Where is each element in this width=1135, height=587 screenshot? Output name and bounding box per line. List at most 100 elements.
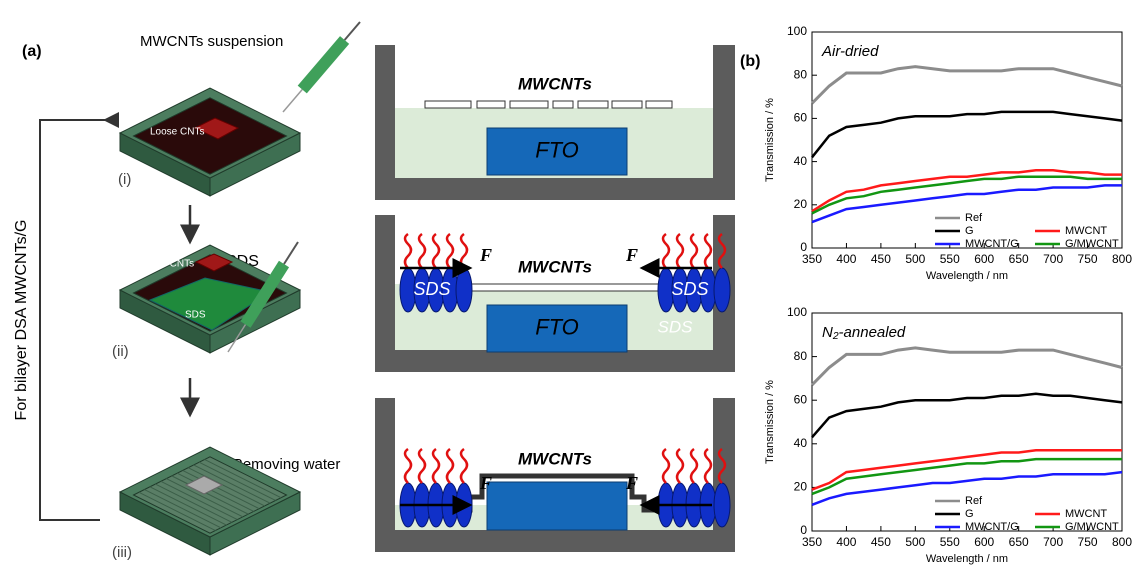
force-label: F <box>479 245 492 265</box>
substrate <box>487 482 627 530</box>
x-axis-label: Wavelength / nm <box>926 270 1008 282</box>
legend-label: Ref <box>965 495 983 507</box>
surfactant-tail <box>691 234 697 268</box>
surfactant-tail <box>405 449 411 483</box>
panel-a: (a) For bilayer DSA MWCNTs/G MWCNTs susp… <box>13 22 360 561</box>
legend-label: G <box>965 508 974 520</box>
legend-label: MWCNT <box>1065 225 1107 237</box>
surfactant-tail <box>663 234 669 268</box>
inner-label: Dense CNTs <box>138 259 194 270</box>
surfactant-tail <box>663 449 669 483</box>
surfactant-tail <box>447 449 453 483</box>
surfactant-head <box>714 483 730 527</box>
surfactant-tail <box>677 449 683 483</box>
step-caption: MWCNTs suspension <box>140 33 283 50</box>
x-tick-label: 500 <box>905 252 925 266</box>
y-tick-label: 40 <box>794 154 808 168</box>
syringe-barrel <box>302 40 344 90</box>
force-label: F <box>479 473 492 493</box>
x-tick-label: 650 <box>1009 252 1029 266</box>
cnt-piece <box>578 101 608 108</box>
substrate-label: FTO <box>535 137 579 162</box>
film-label: MWCNTs <box>518 74 592 93</box>
surfactant-tail <box>461 449 467 483</box>
y-axis-label: Transmission / % <box>764 380 776 464</box>
step-label: (i) <box>118 171 131 188</box>
series-line <box>812 459 1122 494</box>
y-tick-label: 20 <box>794 480 808 494</box>
syringe-plunger <box>345 22 360 40</box>
surfactant-tail <box>419 449 425 483</box>
cnt-piece <box>553 101 573 108</box>
surfactant-tail <box>677 234 683 268</box>
x-tick-label: 600 <box>974 535 994 549</box>
surfactant-tail <box>705 449 711 483</box>
surfactant-tail <box>433 449 439 483</box>
panel-schematics: FTO MWCNTs FTO MWCNTs F SDS F SDS SDS MWCNTs F F <box>375 45 735 552</box>
substrate-label: FTO <box>535 314 579 339</box>
legend-label: G/MWCNT <box>1065 521 1119 533</box>
force-label: F <box>625 473 638 493</box>
cnt-piece <box>477 101 505 108</box>
cnt-piece <box>646 101 672 108</box>
legend-label: G <box>965 225 974 237</box>
film-label: MWCNTs <box>518 449 592 468</box>
legend-label: MWCNT <box>1065 508 1107 520</box>
x-tick-label: 600 <box>974 252 994 266</box>
y-tick-label: 40 <box>794 436 808 450</box>
x-tick-label: 500 <box>905 535 925 549</box>
x-tick-label: 650 <box>1009 535 1029 549</box>
surfactant-tail <box>405 234 411 268</box>
annotation: Air-dried <box>821 43 879 60</box>
x-tick-label: 700 <box>1043 252 1063 266</box>
series-line <box>812 348 1122 385</box>
surfactant-label: SDS <box>671 279 708 299</box>
x-axis-label: Wavelength / nm <box>926 553 1008 565</box>
step-label: (ii) <box>112 343 129 360</box>
surfactant-tail <box>705 234 711 268</box>
x-tick-label: 800 <box>1112 252 1132 266</box>
surfactant-tail <box>461 234 467 268</box>
x-tick-label: 350 <box>802 252 822 266</box>
x-tick-label: 700 <box>1043 535 1063 549</box>
cnt-piece <box>510 101 548 108</box>
surfactant-tail <box>447 234 453 268</box>
loop-label: For bilayer DSA MWCNTs/G <box>13 220 30 421</box>
y-tick-label: 80 <box>794 67 808 81</box>
x-tick-label: 750 <box>1078 252 1098 266</box>
x-tick-label: 550 <box>940 535 960 549</box>
y-tick-label: 80 <box>794 349 808 363</box>
figure: (a) For bilayer DSA MWCNTs/G MWCNTs susp… <box>0 0 1135 587</box>
step-label: (iii) <box>112 544 132 561</box>
cnt-piece <box>612 101 642 108</box>
surfactant-tail <box>419 234 425 268</box>
x-tick-label: 750 <box>1078 535 1098 549</box>
inner-label: Loose CNTs <box>150 127 204 138</box>
loop-arrow <box>40 120 105 520</box>
annotation: N₂-annealed <box>822 324 906 341</box>
series-line <box>812 67 1122 104</box>
syringe-needle <box>283 90 302 113</box>
film-label: MWCNTs <box>518 257 592 276</box>
y-axis-label: Transmission / % <box>764 98 776 182</box>
legend-label: MWCNT/G <box>965 521 1019 533</box>
x-tick-label: 400 <box>836 535 856 549</box>
y-tick-label: 100 <box>787 24 807 38</box>
x-tick-label: 550 <box>940 252 960 266</box>
surfactant-head <box>456 268 472 312</box>
y-tick-label: 60 <box>794 111 808 125</box>
surfactant-head <box>714 268 730 312</box>
x-tick-label: 450 <box>871 252 891 266</box>
panel-label: (a) <box>22 43 42 60</box>
surfactant-tail <box>433 234 439 268</box>
force-label: F <box>625 245 638 265</box>
y-tick-label: 60 <box>794 392 808 406</box>
panel-label: (b) <box>740 53 760 70</box>
y-tick-label: 100 <box>787 305 807 319</box>
surfactant-label: SDS <box>413 279 450 299</box>
cnt-piece <box>425 101 471 108</box>
series-line <box>812 112 1122 157</box>
surfactant-label: SDS <box>658 317 694 336</box>
legend-label: Ref <box>965 212 983 224</box>
